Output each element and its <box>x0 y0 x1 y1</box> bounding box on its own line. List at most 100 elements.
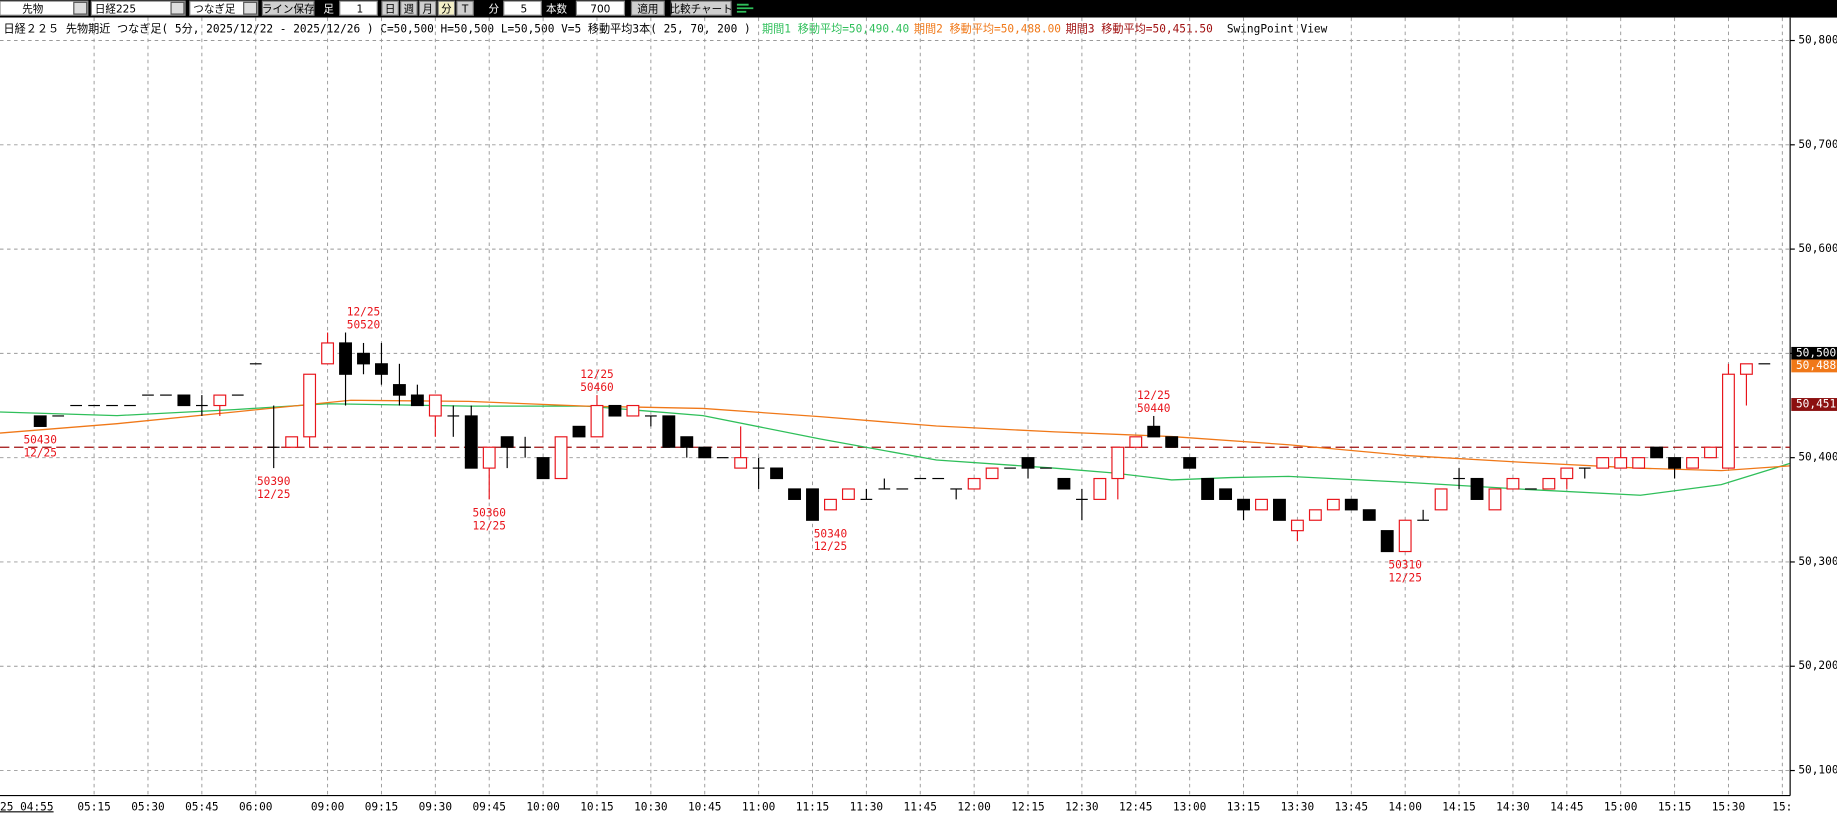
candle-body <box>1739 363 1753 375</box>
candle-body <box>1686 457 1699 469</box>
button[interactable] <box>400 0 418 16</box>
candle-body <box>1165 436 1179 448</box>
button-label: 月 <box>422 3 433 15</box>
x-tick-label: 12:30 <box>1065 800 1098 813</box>
button-label: 週 <box>404 3 415 15</box>
candle-body <box>33 415 47 427</box>
candle-body <box>1093 477 1107 500</box>
x-tick-label: 10:30 <box>634 800 667 813</box>
select-arrow[interactable] <box>243 1 258 15</box>
x-tick-label: 09:15 <box>365 800 398 813</box>
candle-body <box>303 373 317 438</box>
candle-body <box>680 436 694 448</box>
candle-body <box>375 363 388 375</box>
toolbar-label: 足 <box>323 3 334 15</box>
swing-date: 12/25 <box>580 368 613 381</box>
candle-body <box>770 467 784 480</box>
select-arrow[interactable] <box>73 1 88 15</box>
info-text: 日経２２５ 先物期近 つなぎ足( 5分, 2025/12/22 - 2025/1… <box>4 21 758 35</box>
candle-body <box>1183 457 1197 469</box>
candle-body <box>1560 467 1574 480</box>
button-label: ライン保存 <box>262 2 315 15</box>
x-tick-label: 13:30 <box>1281 800 1314 813</box>
candle-body <box>1596 457 1610 469</box>
x-tick-label: 13:45 <box>1335 800 1368 813</box>
price-marker <box>1791 398 1837 411</box>
button-label: 日 <box>385 3 396 15</box>
x-tick-label: 05:30 <box>131 800 164 813</box>
candle-body <box>985 467 999 480</box>
candle-body <box>213 394 227 407</box>
select-box[interactable] <box>0 0 89 16</box>
select-box[interactable] <box>189 0 259 16</box>
candle-body <box>788 488 801 500</box>
candle-body <box>500 436 514 448</box>
x-tick-label: 14:45 <box>1550 800 1583 813</box>
toolbar-label: 分 <box>489 3 500 15</box>
swing-price: 50460 <box>580 381 613 394</box>
y-tick-label: 50,700 <box>1798 138 1837 151</box>
swing-price: 50430 <box>23 433 56 446</box>
x-tick-label: 05:15 <box>77 800 110 813</box>
button[interactable] <box>261 0 315 16</box>
info-ma: 期間1 移動平均=50,490.40 <box>762 21 909 35</box>
price-marker <box>1791 346 1837 360</box>
select-box[interactable] <box>90 0 186 16</box>
button[interactable] <box>381 0 399 16</box>
candle-body <box>410 394 424 407</box>
candle-body <box>1542 477 1556 490</box>
x-tick-label: 11:30 <box>850 800 883 813</box>
candle-body <box>1021 457 1035 469</box>
y-tick-label: 50,800 <box>1798 34 1837 47</box>
candle-body <box>339 342 352 375</box>
button[interactable] <box>670 0 732 16</box>
input-box[interactable] <box>503 0 542 16</box>
x-tick-label: 09:45 <box>472 800 505 813</box>
info-extra: SwingPoint View <box>1227 22 1328 35</box>
input-box[interactable] <box>339 0 378 16</box>
button-label: 適用 <box>637 2 658 15</box>
candle-body <box>967 477 981 490</box>
swing-price: 50520 <box>347 318 380 331</box>
select-arrow[interactable] <box>170 1 185 15</box>
x-tick-label: 06:00 <box>239 800 272 813</box>
button-label: 比較チャート <box>670 2 733 15</box>
y-tick-label: 50,100 <box>1798 764 1837 777</box>
x-tick-label: 10:15 <box>580 800 613 813</box>
candle-body <box>321 342 335 365</box>
button[interactable] <box>418 0 437 16</box>
candle-body <box>1470 477 1484 500</box>
x-tick-label: 09:00 <box>311 800 344 813</box>
candle-body <box>1219 488 1233 500</box>
candle-body <box>554 436 568 480</box>
info-ma: 期間3 移動平均=50,451.50 <box>1066 21 1213 35</box>
price-marker-label: 50,451 <box>1796 397 1836 410</box>
swing-price: 50310 <box>1388 559 1421 572</box>
candle-body <box>1650 446 1664 459</box>
x-tick-label: 25 04:55 <box>0 800 54 813</box>
info-ma: 期間2 移動平均=50,488.00 <box>914 21 1061 35</box>
info-line: 日経２２５ 先物期近 つなぎ足( 5分, 2025/12/22 - 2025/1… <box>4 21 1328 35</box>
candle-body <box>1398 519 1412 553</box>
button[interactable] <box>456 0 474 16</box>
input-box[interactable] <box>575 0 626 16</box>
x-tick-label: 13:15 <box>1227 800 1260 813</box>
candle-body <box>428 394 442 417</box>
candle-body <box>1273 498 1286 521</box>
candle-body <box>1488 488 1502 511</box>
x-tick-label: 13:00 <box>1173 800 1206 813</box>
button[interactable] <box>437 0 456 16</box>
candle-body <box>608 404 622 417</box>
price-marker-label: 50,488 <box>1796 359 1836 372</box>
x-tick-label: 11:15 <box>796 800 829 813</box>
x-tick-label: 15:30 <box>1712 800 1745 813</box>
price-marker-label: 50,500 <box>1796 346 1836 359</box>
candle-body <box>536 457 550 480</box>
candle-body <box>1290 519 1304 532</box>
plot-area <box>0 17 1791 796</box>
button[interactable] <box>630 0 665 16</box>
candle-body <box>824 498 837 511</box>
x-tick-label: 15: <box>1772 800 1792 813</box>
